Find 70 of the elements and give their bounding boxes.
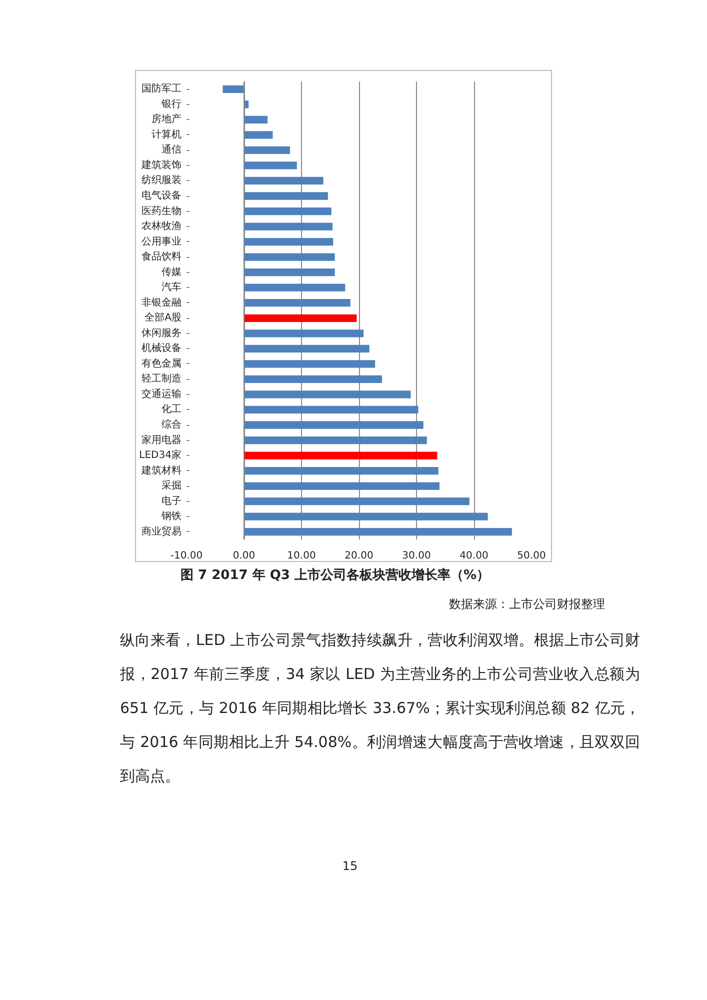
bar xyxy=(244,452,438,460)
bar xyxy=(244,131,273,139)
y-tick-label: 家用电器 xyxy=(142,434,182,446)
bar xyxy=(244,375,382,384)
bar xyxy=(244,360,376,368)
text: 纵向来看，LED 上市公司景气指数持续飙升，营收利润双增。根据上市公司财报，2017 年前三季度，34 家以 LED 为主营业务的上市公司营业收入总额为 651 亿元，与 2016 年同期相比增长 33.67%；累计实现利润总额 82 亿元，与 2016 年同期相比上升 54.08%。利润增速大幅度高于营收增速，且双双回到高点。 xyxy=(120,630,640,787)
bar xyxy=(244,512,488,520)
x-tick-label: 10.00 xyxy=(287,550,316,562)
y-tick-label: 有色金属 xyxy=(142,357,182,370)
y-tick-label: 全部A股 xyxy=(144,312,182,324)
y-tick-label: 房地产 xyxy=(152,113,182,126)
y-tick-label: 机械设备 xyxy=(142,342,182,354)
bar xyxy=(222,85,244,93)
x-tick-label: 0.00 xyxy=(232,550,256,562)
y-tick-label: 食品饮料 xyxy=(142,250,182,263)
bar xyxy=(244,528,512,536)
y-tick-label: LED34家 xyxy=(139,449,182,462)
y-tick-label: 建筑材料 xyxy=(140,464,182,476)
y-tick-label: 国防军工 xyxy=(142,82,182,95)
source-note: 数据来源：上市公司财报整理 xyxy=(449,596,605,613)
bar xyxy=(244,162,297,170)
bar xyxy=(244,192,328,200)
bar xyxy=(244,116,268,124)
y-tick-label: 汽车 xyxy=(162,281,182,294)
bar xyxy=(244,436,427,444)
text: 15 xyxy=(342,858,358,875)
x-tick-label: 30.00 xyxy=(402,550,431,562)
y-tick-label: 农林牧渔 xyxy=(142,220,182,232)
y-tick-label: 通信 xyxy=(162,144,182,156)
bar xyxy=(244,253,335,261)
y-tick-label: 休闲服务 xyxy=(142,326,182,339)
bar xyxy=(244,268,335,276)
y-tick-label: 化工 xyxy=(162,403,182,416)
x-tick-label: 50.00 xyxy=(517,550,546,562)
bar xyxy=(244,498,470,506)
x-tick-label: 40.00 xyxy=(460,550,488,562)
y-tick-label: 电气设备 xyxy=(142,190,182,202)
y-tick-label: 公用事业 xyxy=(142,235,182,248)
y-tick-label: 轻工制造 xyxy=(142,372,182,385)
y-tick-label: 商业贸易 xyxy=(142,525,182,538)
bar xyxy=(244,238,334,246)
bar xyxy=(244,466,438,475)
x-tick-label: -10.00 xyxy=(170,550,203,562)
y-tick-label: 非银金融 xyxy=(142,296,182,308)
y-tick-label: 计算机 xyxy=(152,128,182,140)
y-tick-label: 建筑装饰 xyxy=(140,158,182,171)
bar xyxy=(244,222,333,230)
y-tick-label: 钢铁 xyxy=(160,510,182,522)
bar xyxy=(244,314,357,322)
bar xyxy=(244,284,346,292)
y-tick-label: 纺织服装 xyxy=(142,174,182,186)
bar xyxy=(244,146,290,154)
bar xyxy=(244,421,424,429)
bar xyxy=(244,390,411,398)
bar xyxy=(244,344,370,352)
y-tick-label: 医药生物 xyxy=(142,204,182,217)
bar xyxy=(244,482,440,490)
y-tick-label: 电子 xyxy=(162,494,182,507)
bar xyxy=(244,299,350,307)
x-tick-label: 20.00 xyxy=(344,550,374,562)
bar xyxy=(244,207,332,216)
y-tick-label: 交通运输 xyxy=(142,388,182,400)
bar xyxy=(244,330,364,338)
y-tick-label: 银行 xyxy=(160,98,182,110)
y-tick-label: 综合 xyxy=(162,418,182,430)
bar xyxy=(244,176,324,185)
y-tick-label: 传媒 xyxy=(162,266,182,278)
y-tick-label: 采掘 xyxy=(162,480,182,492)
bar xyxy=(244,406,418,414)
text: 图 7 2017 年 Q3 上市公司各板块营收增长率（%） xyxy=(180,567,490,585)
